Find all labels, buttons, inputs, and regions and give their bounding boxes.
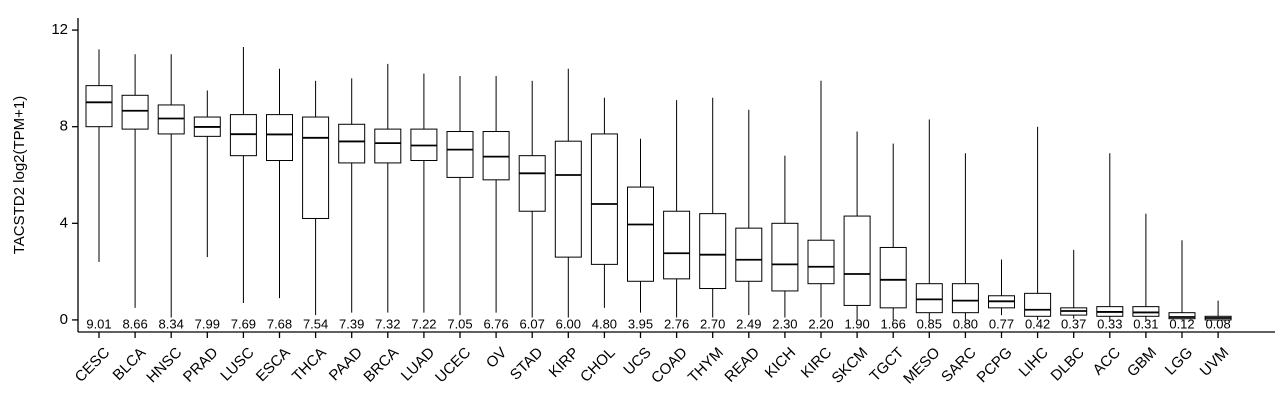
box [554, 140, 582, 258]
box [1132, 306, 1160, 317]
x-tick-label: LUSC [217, 344, 257, 384]
x-tick-label: SARC [938, 344, 980, 386]
value-label: 7.32 [375, 316, 400, 331]
box [699, 213, 727, 290]
value-label: 4.80 [592, 316, 617, 331]
box [735, 227, 763, 282]
x-tick-label: BLCA [110, 344, 150, 384]
value-label: 2.20 [808, 316, 833, 331]
x-tick-label: SKCM [829, 344, 872, 387]
y-axis-label: TACSTD2 log2(TPM+1) [11, 96, 28, 255]
box [374, 128, 402, 164]
x-tick-label: CESC [72, 344, 114, 386]
x-tick-label: LGG [1162, 344, 1196, 378]
x-tick-label: KIRP [546, 344, 583, 381]
x-tick-label: BRCA [360, 344, 401, 385]
box [446, 131, 474, 178]
box [843, 215, 871, 306]
value-label: 7.22 [411, 316, 436, 331]
x-tick-label: STAD [507, 344, 547, 384]
value-label: 2.70 [700, 316, 725, 331]
value-label: 6.76 [483, 316, 508, 331]
box [338, 123, 366, 164]
box [482, 131, 510, 181]
x-tick-label: DLBC [1048, 344, 1088, 384]
x-tick-label: UVM [1197, 344, 1233, 380]
value-label: 7.99 [195, 316, 220, 331]
x-tick-label: OV [483, 344, 510, 371]
value-label: 8.34 [159, 316, 184, 331]
x-tick-label: CHOL [577, 344, 618, 385]
box [807, 239, 835, 285]
y-tick-label: 0 [60, 311, 68, 328]
y-tick-label: 8 [60, 118, 68, 135]
x-tick-label: TGCT [866, 344, 907, 385]
value-label: 8.66 [122, 316, 147, 331]
x-tick-label: READ [721, 344, 763, 386]
value-label: 9.01 [86, 316, 111, 331]
value-label: 0.42 [1025, 316, 1050, 331]
box [85, 85, 113, 128]
value-label: 0.77 [989, 316, 1014, 331]
box [771, 222, 799, 292]
value-label: 1.90 [844, 316, 869, 331]
x-tick-label: ACC [1090, 344, 1125, 379]
x-tick-label: ESCA [253, 344, 294, 385]
box [590, 133, 618, 265]
value-label: 0.08 [1205, 316, 1230, 331]
value-label: 6.07 [520, 316, 545, 331]
value-label: 7.39 [339, 316, 364, 331]
box [915, 283, 943, 314]
value-label: 0.85 [917, 316, 942, 331]
x-tick-label: KICH [762, 344, 799, 381]
value-label: 2.76 [664, 316, 689, 331]
x-tick-label: PAAD [326, 344, 366, 384]
box [302, 116, 330, 219]
value-label: 0.33 [1097, 316, 1122, 331]
value-label: 7.54 [303, 316, 328, 331]
box [266, 114, 293, 162]
box [951, 283, 979, 314]
x-tick-label: THYM [685, 344, 727, 386]
box [1168, 312, 1196, 320]
value-label: 7.05 [447, 316, 472, 331]
x-tick-label: PCPG [974, 344, 1016, 386]
x-tick-label: HNSC [143, 344, 185, 386]
box [157, 104, 185, 135]
value-label: 0.12 [1169, 316, 1194, 331]
x-tick-label: UCEC [432, 344, 474, 386]
value-label: 0.31 [1133, 316, 1158, 331]
value-label: 7.69 [231, 316, 256, 331]
value-label: 0.37 [1061, 316, 1086, 331]
value-label: 3.95 [628, 316, 653, 331]
box [879, 246, 907, 309]
value-label: 7.68 [267, 316, 292, 331]
box [627, 186, 654, 282]
value-label: 6.00 [556, 316, 581, 331]
value-label: 1.66 [881, 316, 906, 331]
x-tick-label: THCA [289, 344, 330, 385]
box [229, 114, 257, 157]
value-label: 2.30 [772, 316, 797, 331]
box [1024, 292, 1052, 317]
x-tick-label: GBM [1124, 344, 1160, 380]
y-tick-label: 12 [51, 21, 68, 38]
y-tick-label: 4 [60, 214, 68, 231]
box [518, 155, 546, 212]
x-tick-label: COAD [648, 344, 691, 387]
x-tick-label: LIHC [1016, 344, 1052, 380]
box [121, 94, 149, 130]
value-label: 2.49 [736, 316, 761, 331]
value-label: 0.80 [953, 316, 978, 331]
x-tick-label: PRAD [180, 344, 222, 386]
x-tick-label: MESO [900, 344, 943, 387]
x-tick-label: LUAD [398, 344, 438, 384]
box [663, 210, 691, 280]
